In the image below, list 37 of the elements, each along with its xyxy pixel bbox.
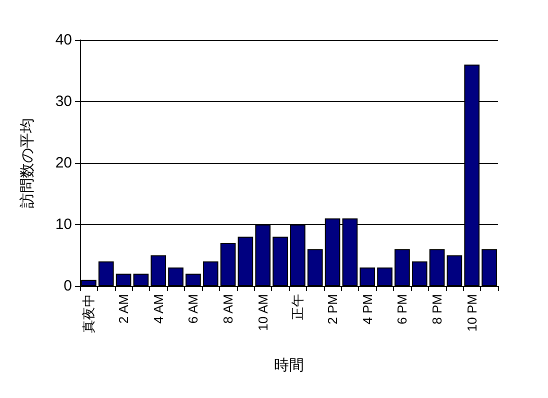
y-tick-label: 30 bbox=[55, 93, 72, 110]
bar bbox=[238, 236, 254, 286]
x-tick-label: 8 AM bbox=[220, 294, 236, 324]
bar bbox=[168, 268, 184, 286]
x-tick-label: 6 PM bbox=[394, 294, 410, 324]
x-tick-label: 10 PM bbox=[464, 294, 480, 332]
x-tick-label: 2 AM bbox=[116, 294, 132, 324]
bar bbox=[202, 261, 218, 286]
bar bbox=[272, 236, 288, 286]
x-tick-label: 10 AM bbox=[255, 294, 270, 331]
bar bbox=[429, 249, 445, 286]
y-tick-label: 40 bbox=[55, 32, 72, 48]
y-tick-label: 10 bbox=[55, 216, 72, 233]
x-tick-label: 8 PM bbox=[430, 294, 445, 324]
x-tick-label: 4 PM bbox=[360, 294, 375, 324]
bar bbox=[186, 274, 201, 286]
y-tick-label: 0 bbox=[64, 278, 72, 294]
bar bbox=[220, 242, 236, 286]
bar bbox=[394, 249, 410, 286]
bar bbox=[133, 274, 149, 286]
bar bbox=[98, 261, 114, 286]
bar bbox=[482, 249, 497, 286]
bar bbox=[116, 274, 132, 286]
x-tick-label: 真夜中 bbox=[81, 294, 96, 333]
x-tick-label: 6 AM bbox=[186, 294, 201, 324]
bar bbox=[307, 249, 323, 286]
y-axis-title: 訪問数の平均 bbox=[19, 118, 36, 208]
bar bbox=[377, 268, 392, 286]
bar bbox=[412, 261, 428, 286]
bar bbox=[446, 255, 462, 286]
x-tick-label: 正午 bbox=[290, 294, 306, 320]
bar bbox=[150, 255, 166, 286]
x-axis-title: 時間 bbox=[274, 357, 304, 374]
x-tick-label: 2 PM bbox=[325, 294, 340, 324]
y-tick-label: 20 bbox=[55, 154, 72, 172]
bar bbox=[360, 268, 376, 286]
x-tick-label: 4 AM bbox=[150, 294, 166, 324]
